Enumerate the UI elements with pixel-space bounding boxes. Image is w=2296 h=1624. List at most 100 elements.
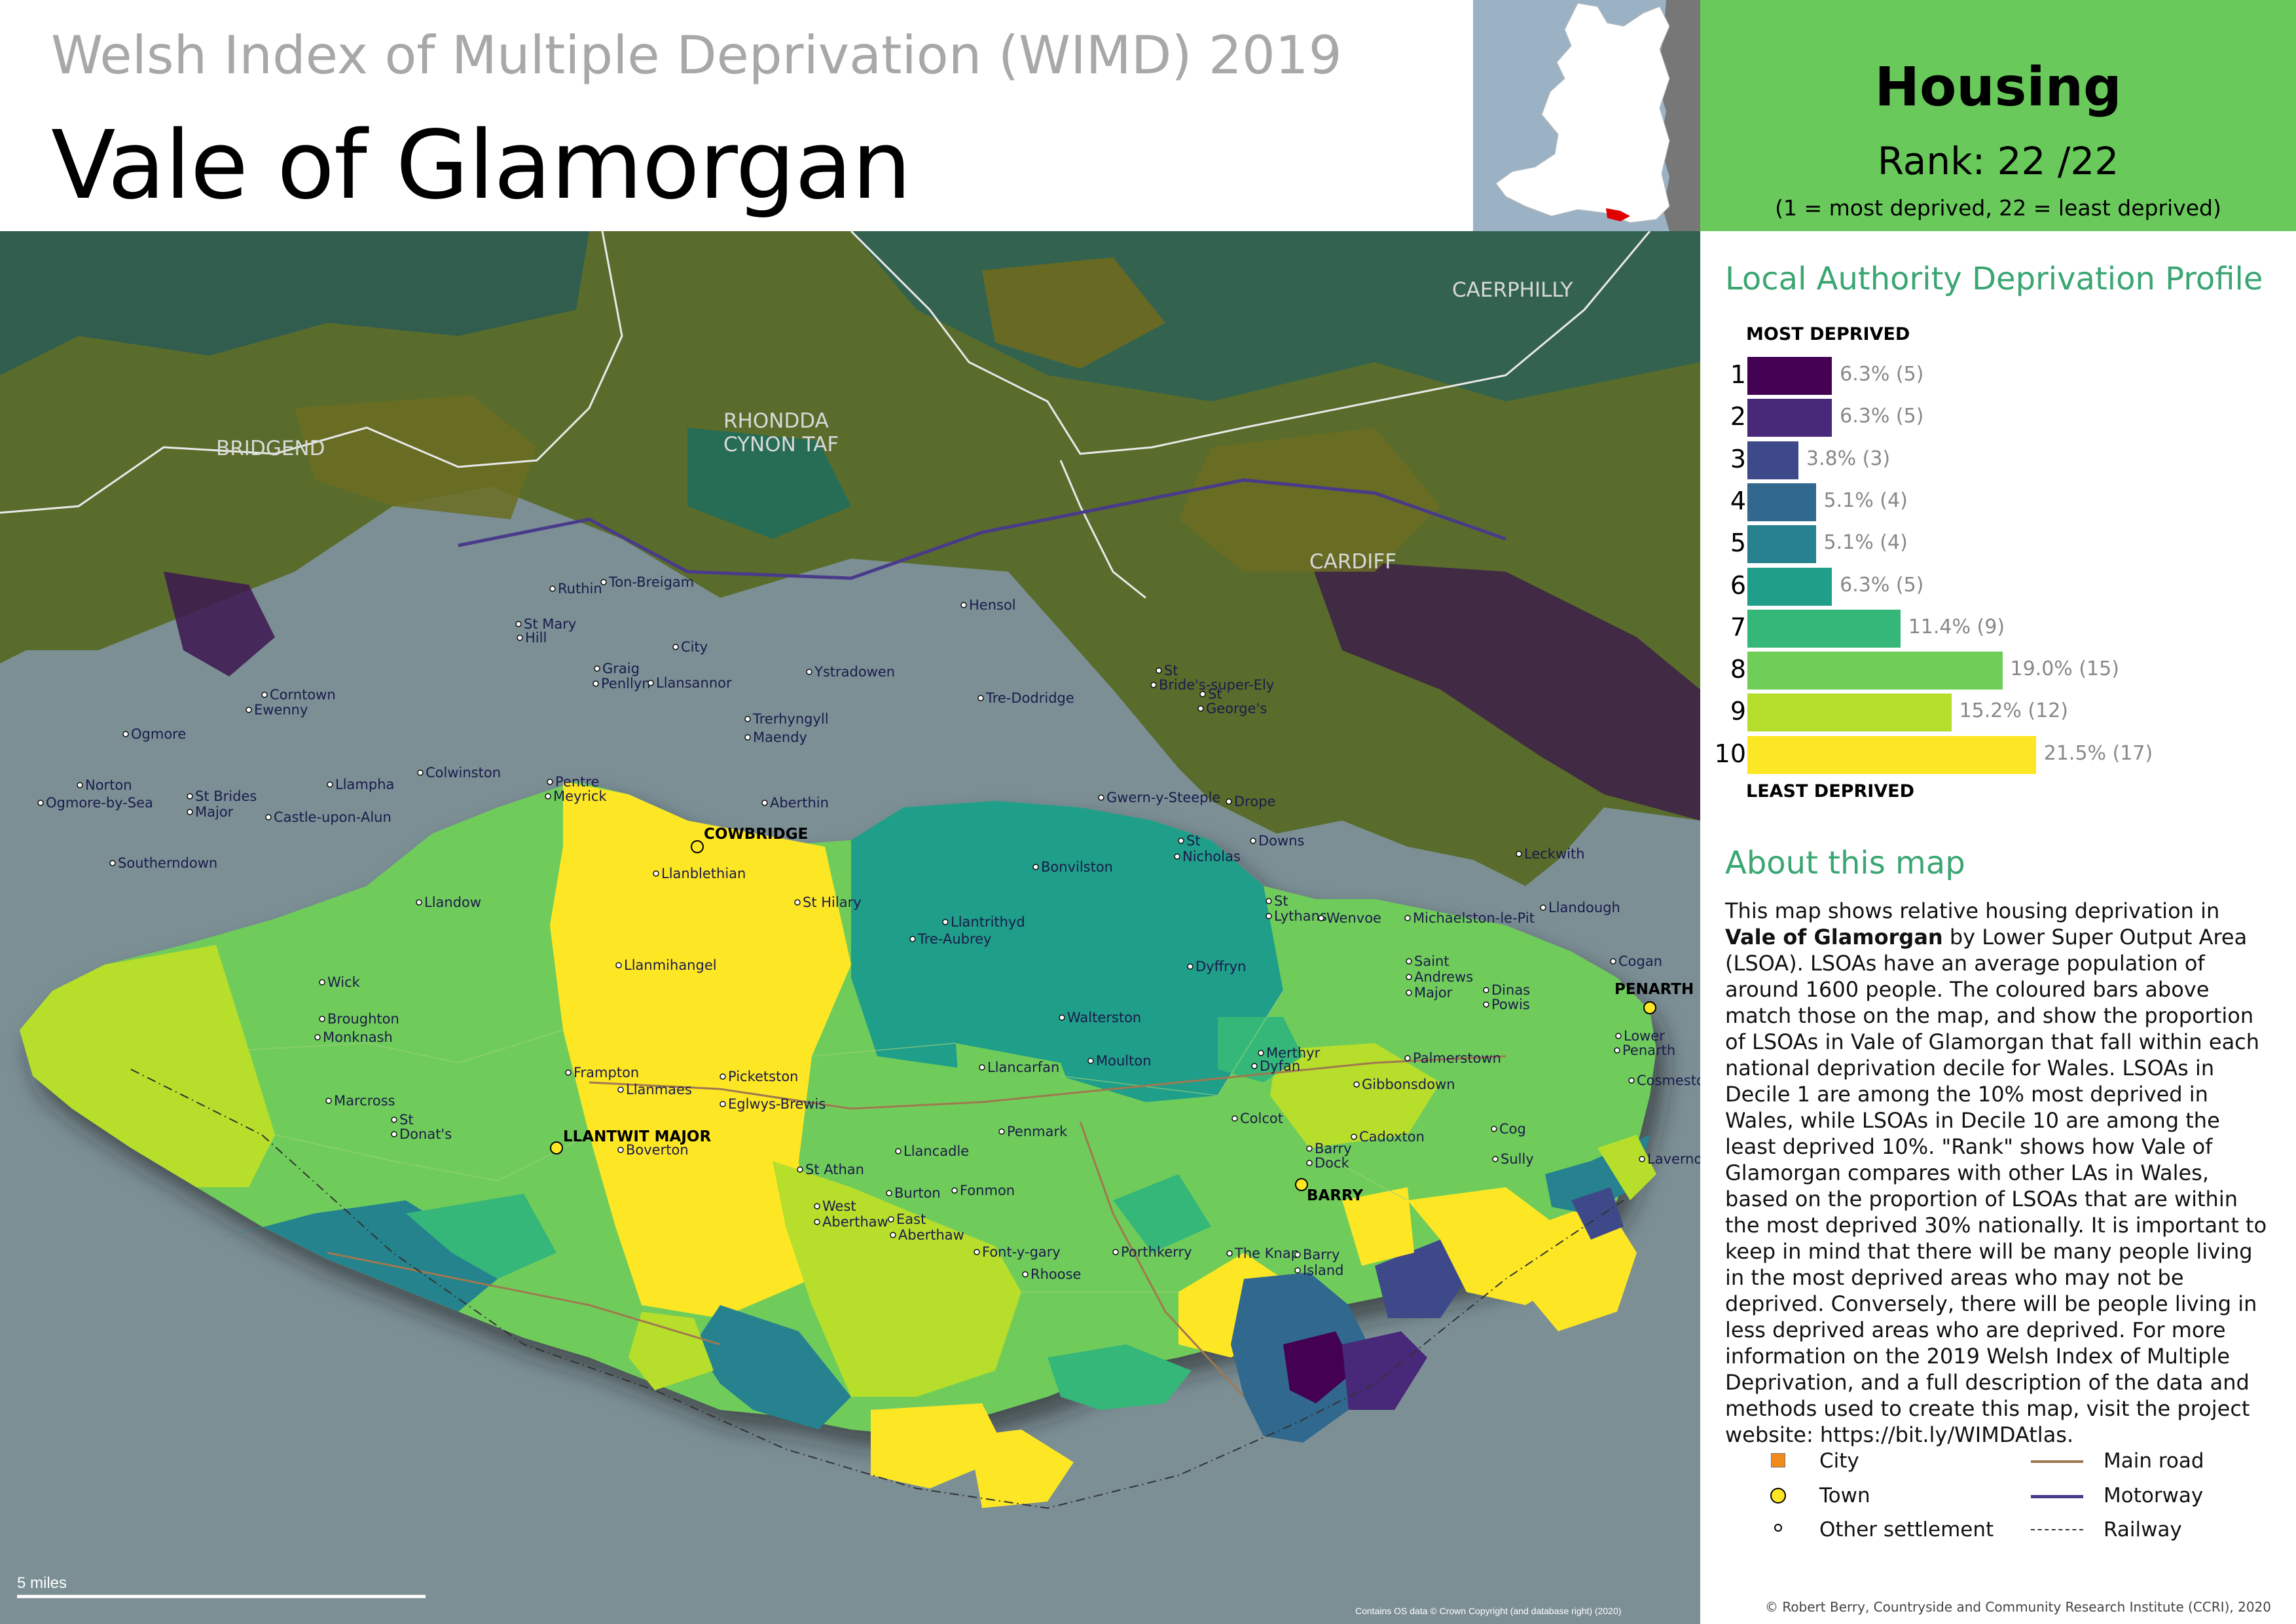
settlement-dot [979, 1064, 985, 1071]
settlement-dot [549, 585, 556, 592]
settlement-label: Ruthin [558, 581, 602, 597]
settlement-label: Cadoxton [1359, 1129, 1425, 1145]
settlement-label: Barry [1315, 1141, 1352, 1156]
settlement-dot [1059, 1014, 1065, 1021]
settlement-label: Picketston [728, 1069, 798, 1084]
settlement-dot [1251, 1063, 1258, 1069]
settlement-dot [1406, 974, 1412, 980]
side-panel: Local Authority Deprivation Profile MOST… [1700, 231, 2296, 1624]
settlement-label: Lower [1624, 1028, 1665, 1044]
main-road-legend-icon [2031, 1460, 2083, 1463]
decile-value-label: 6.3% (5) [1840, 573, 1924, 597]
decile-number: 10 [1714, 739, 1746, 768]
settlement-label: Broughton [327, 1011, 399, 1027]
author-credit: © Robert Berry, Countryside and Communit… [1764, 1599, 2271, 1615]
settlement-dot [1226, 1250, 1233, 1257]
settlement-label: Llampha [335, 777, 394, 792]
settlement-dot [720, 1073, 726, 1080]
settlement-label: Island [1303, 1263, 1343, 1278]
settlement-label: The Knap [1234, 1246, 1300, 1261]
settlement-label: Llandough [1548, 900, 1620, 915]
settlement-dot [1174, 853, 1180, 860]
settlement-dot [1098, 794, 1104, 801]
legend-other-settlement: Other settlement [1819, 1518, 1994, 1541]
settlement-dot [565, 1069, 572, 1076]
decile-value-label: 21.5% (17) [2043, 741, 2153, 765]
settlement-dot [1610, 958, 1616, 965]
settlement-label: Corntown [270, 687, 336, 703]
settlement-label: Castle-upon-Alun [274, 809, 392, 825]
settlement-label: Penmark [1007, 1124, 1068, 1139]
settlement-label: Dyffryn [1195, 959, 1246, 974]
settlement-dot [391, 1116, 397, 1123]
settlement-label: Palmerstown [1413, 1050, 1501, 1066]
settlement-label: Major [195, 804, 234, 820]
settlement-dot [1406, 958, 1412, 965]
decile-bar [1747, 567, 1832, 606]
vale-of-glamorgan-highlight [1606, 208, 1630, 221]
decile-value-label: 6.3% (5) [1840, 363, 1924, 386]
settlement-dot [960, 602, 967, 608]
settlement-dot [895, 1148, 902, 1154]
deprivation-map[interactable]: BRIDGEND RHONDDA CYNON TAF CAERPHILLY CA… [0, 231, 1700, 1624]
decile-bar [1747, 609, 1901, 648]
settlement-dot [1187, 963, 1194, 970]
settlement-label: Colwinston [426, 765, 501, 781]
settlement-dot [1294, 1267, 1301, 1274]
settlement-dot [1156, 667, 1162, 674]
settlement-dot [951, 1187, 958, 1194]
scale-label: 5 miles [17, 1574, 67, 1592]
rank-value: Rank: 22 /22 [1877, 139, 2119, 183]
settlement-dot [653, 870, 659, 877]
settlement-dot [1318, 915, 1324, 921]
settlement-label: Frampton [574, 1065, 639, 1080]
map-canvas: BRIDGEND RHONDDA CYNON TAF CAERPHILLY CA… [0, 231, 1700, 1624]
settlement-dot [265, 814, 272, 821]
settlement-label: Graig [602, 661, 640, 676]
settlement-label: Porthkerry [1121, 1244, 1192, 1260]
decile-number: 6 [1730, 570, 1746, 600]
settlement-label: Ewenny [254, 702, 308, 718]
about-area-name: Vale of Glamorgan [1725, 925, 1943, 950]
settlement-dot [319, 1016, 325, 1022]
profile-title: Local Authority Deprivation Profile [1725, 261, 2263, 297]
settlement-dot [1266, 898, 1272, 904]
settlement-dot [942, 919, 949, 925]
map-legend: City Town Other settlement Main road Mot… [1700, 1443, 2296, 1554]
settlement-label: Lythans [1274, 908, 1327, 924]
settlement-label: Bonvilston [1041, 859, 1113, 875]
town-legend-icon [1770, 1488, 1786, 1504]
settlement-dot [1226, 798, 1232, 805]
settlement-dot [1615, 1033, 1622, 1039]
about-text: This map shows relative housing deprivat… [1725, 898, 2272, 1448]
decile-bar [1747, 483, 1816, 521]
settlement-dot [1614, 1047, 1620, 1054]
town-markers: COWBRIDGE LLANTWIT MAJOR BARRY PENARTH [550, 826, 1694, 1204]
settlement-label: Saint [1414, 953, 1449, 969]
settlement-dot [77, 782, 83, 788]
settlement-label: Colcot [1240, 1111, 1283, 1126]
town-label-penarth: PENARTH [1614, 981, 1694, 998]
settlement-dot [37, 800, 44, 806]
settlement-label: Hill [525, 630, 547, 646]
la-label-bridgend: BRIDGEND [216, 437, 325, 460]
settlement-label: Donat's [399, 1126, 452, 1142]
settlement-dot [1483, 987, 1489, 993]
settlement-dot [761, 800, 768, 806]
map-title: Vale of Glamorgan [51, 110, 911, 220]
settlement-label: Meyrick [553, 788, 607, 804]
decile-bar [1747, 693, 1952, 732]
settlement-dot [1178, 838, 1184, 844]
settlement-label: Llandow [424, 895, 481, 910]
settlement-dot [806, 669, 812, 675]
settlement-dot [1150, 682, 1157, 688]
settlement-label: Fonmon [960, 1183, 1015, 1198]
legend-city: City [1819, 1449, 1859, 1473]
settlement-dot [545, 793, 551, 800]
settlement-dot [122, 731, 129, 737]
decile-number: 8 [1730, 655, 1746, 684]
about-text-part: by Lower Super Output Area (LSOA). LSOAs… [1725, 925, 2267, 1447]
settlement-dot [592, 680, 599, 687]
settlement-dot [1483, 1001, 1489, 1008]
